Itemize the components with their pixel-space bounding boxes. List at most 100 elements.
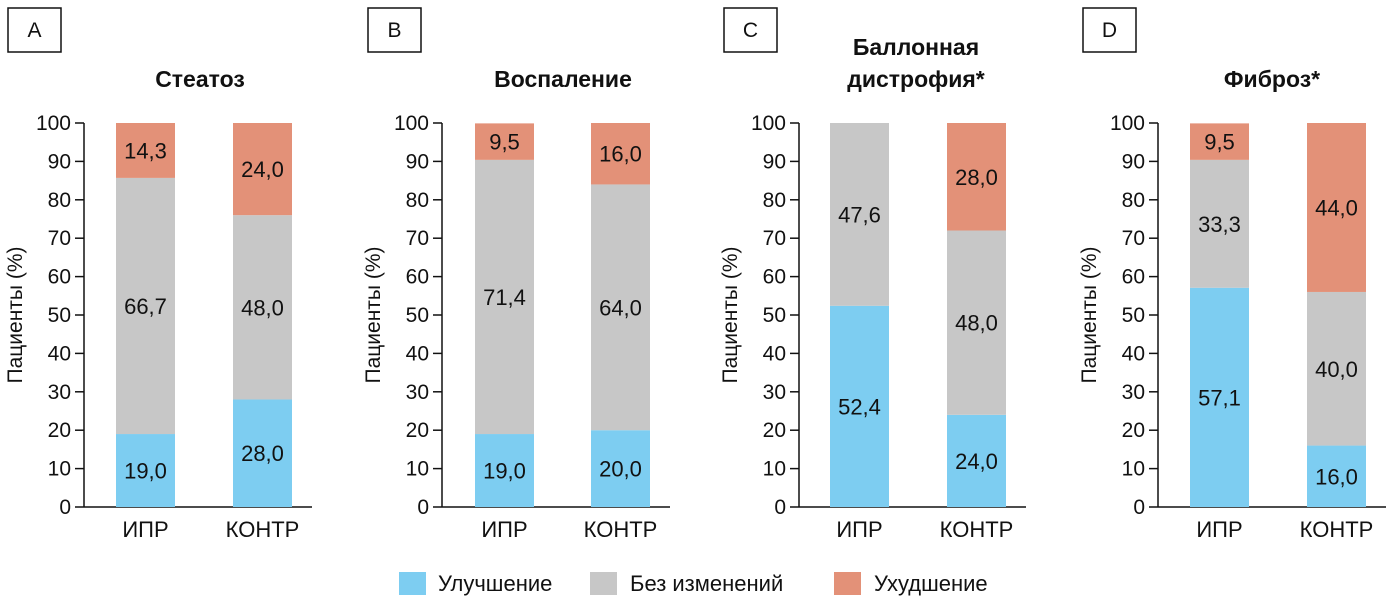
y-tick-label: 100 (394, 112, 429, 135)
y-tick-label: 90 (48, 150, 71, 173)
bar-segment-worsening (1307, 123, 1366, 292)
data-label: 71,4 (483, 285, 526, 310)
chart-title-line: Баллонная (853, 34, 979, 60)
legend-swatch (399, 572, 426, 595)
x-tick-label: КОНТР (226, 517, 300, 542)
y-tick-label: 40 (48, 342, 71, 365)
data-label: 16,0 (1315, 464, 1358, 489)
legend-swatch (834, 572, 861, 595)
y-tick-label: 30 (48, 381, 71, 404)
legend-swatch (590, 572, 617, 595)
legend-label: Ухудшение (874, 571, 988, 596)
bar-segment-improvement (1190, 287, 1249, 507)
data-label: 14,3 (124, 138, 167, 163)
chart-title-line: Воспаление (494, 66, 632, 92)
bar-segment-improvement (1307, 445, 1366, 507)
bar-segment-improvement (475, 434, 534, 507)
y-tick-label: 60 (48, 266, 71, 289)
data-label: 9,5 (1204, 130, 1235, 155)
legend: Улучшение Без изменений Ухудшение (399, 571, 988, 596)
data-label: 28,0 (241, 441, 284, 466)
bar-segment-no-change (233, 215, 292, 400)
y-tick-label: 40 (763, 342, 786, 365)
bar-segment-improvement (233, 399, 292, 507)
y-tick-label: 80 (763, 189, 786, 212)
y-tick-label: 100 (1110, 112, 1145, 135)
bar-segment-no-change (1190, 159, 1249, 288)
y-tick-label: 10 (406, 458, 429, 481)
y-tick-label: 100 (36, 112, 71, 135)
y-tick-label: 60 (406, 266, 429, 289)
bar-segment-no-change (947, 230, 1006, 415)
data-label: 33,3 (1198, 212, 1241, 237)
panel-label: D (1102, 19, 1117, 42)
y-tick-label: 80 (48, 189, 71, 212)
y-tick-label: 90 (1122, 150, 1145, 173)
y-tick-label: 70 (1122, 227, 1145, 250)
y-tick-label: 40 (1122, 342, 1145, 365)
y-axis-label: Пациенты (%) (4, 246, 27, 383)
bar-segment-worsening (233, 123, 292, 216)
y-tick-label: 10 (763, 458, 786, 481)
data-label: 52,4 (838, 394, 881, 419)
chart-title-line: Фиброз* (1224, 66, 1320, 92)
chart-panel-c: C Баллонная дистрофия* 0 10 20 30 40 50 60 70 80 90 1… (719, 7, 1026, 542)
data-label: 24,0 (955, 449, 998, 474)
panel-label: C (743, 19, 758, 42)
y-tick-label: 0 (774, 496, 786, 519)
x-tick-label: ИПР (481, 517, 527, 542)
y-tick-label: 70 (48, 227, 71, 250)
bar-segment-no-change (475, 159, 534, 435)
y-tick-label: 50 (1122, 304, 1145, 327)
y-tick-label: 60 (763, 266, 786, 289)
data-label: 48,0 (241, 295, 284, 320)
y-tick-label: 90 (406, 150, 429, 173)
y-tick-label: 10 (48, 458, 71, 481)
bar-segment-no-change (830, 123, 889, 306)
x-tick-label: ИПР (836, 517, 882, 542)
y-axis-label: Пациенты (%) (719, 246, 742, 383)
legend-item: Без изменений (590, 571, 783, 596)
panel-label-box (723, 7, 778, 53)
x-tick-label: КОНТР (940, 517, 1014, 542)
x-tick-label: КОНТР (1300, 517, 1374, 542)
legend-item: Улучшение (399, 571, 552, 596)
y-tick-label: 30 (1122, 381, 1145, 404)
y-tick-label: 50 (763, 304, 786, 327)
bar-segment-no-change (591, 184, 650, 431)
data-label: 40,0 (1315, 357, 1358, 382)
y-tick-label: 50 (406, 304, 429, 327)
y-tick-label: 80 (406, 189, 429, 212)
data-label: 20,0 (599, 457, 642, 482)
chart-title-line: Стеатоз (155, 66, 245, 92)
chart-title-line: дистрофия* (847, 66, 985, 92)
chart-panel-a: A Стеатоз 0 10 20 30 40 50 60 70 80 90 100 Пациенты (… (4, 7, 312, 542)
y-tick-label: 60 (1122, 266, 1145, 289)
y-tick-label: 30 (763, 381, 786, 404)
data-label: 64,0 (599, 295, 642, 320)
x-tick-label: ИПР (122, 517, 168, 542)
y-tick-label: 0 (59, 496, 71, 519)
legend-item: Ухудшение (834, 571, 988, 596)
panel-label: A (27, 19, 41, 42)
x-tick-label: ИПР (1196, 517, 1242, 542)
bar-segment-improvement (591, 430, 650, 507)
chart-panel-b: B Воспаление 0 10 20 30 40 50 60 70 80 90 100 Пациент… (362, 7, 670, 542)
panel-label-box (367, 7, 422, 53)
data-label: 28,0 (955, 165, 998, 190)
y-tick-label: 30 (406, 381, 429, 404)
legend-label: Улучшение (438, 571, 552, 596)
legend-label: Без изменений (630, 571, 783, 596)
panel-label-box (1082, 7, 1137, 53)
data-label: 16,0 (599, 142, 642, 167)
y-tick-label: 80 (1122, 189, 1145, 212)
y-tick-label: 0 (417, 496, 429, 519)
x-tick-label: КОНТР (584, 517, 658, 542)
bar-segment-worsening (475, 123, 534, 160)
y-axis-label: Пациенты (%) (1078, 246, 1101, 383)
y-tick-label: 20 (406, 419, 429, 442)
y-tick-label: 0 (1133, 496, 1145, 519)
bar-segment-improvement (830, 305, 889, 507)
